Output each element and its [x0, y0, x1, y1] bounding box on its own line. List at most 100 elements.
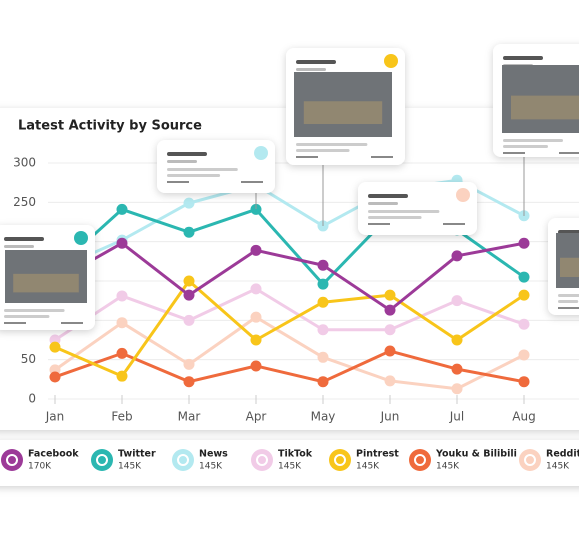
placeholder: [4, 322, 26, 324]
placeholder: [167, 181, 189, 183]
x-tick-label: Feb: [111, 410, 132, 424]
placeholder: [167, 174, 221, 177]
placeholder: [558, 294, 579, 297]
series-line: [54, 315, 525, 391]
data-point: [250, 203, 262, 215]
data-point: [317, 351, 329, 363]
data-point: [384, 375, 396, 387]
data-point: [116, 317, 128, 329]
legend-value: 145K: [436, 462, 460, 472]
legend-icon-glyph: [256, 454, 268, 466]
x-tick-label: Apr: [246, 410, 267, 424]
data-point: [49, 371, 61, 383]
data-point: [518, 289, 530, 301]
data-point: [384, 289, 396, 301]
y-tick-label: 250: [13, 195, 36, 209]
placeholder: [368, 210, 440, 213]
placeholder: [296, 68, 326, 71]
source-icon: [74, 231, 88, 245]
data-point: [183, 314, 195, 326]
placeholder: [368, 216, 422, 219]
x-tick-label: Jan: [45, 410, 65, 424]
data-point: [250, 283, 262, 295]
source-icon: [456, 188, 470, 202]
legend-name: News: [199, 449, 228, 460]
data-point: [250, 360, 262, 372]
placeholder: [559, 152, 579, 154]
placeholder: [503, 139, 563, 142]
legend-icon: [409, 449, 431, 471]
placeholder: [368, 202, 398, 205]
placeholder: [368, 194, 408, 198]
legend-icon-glyph: [6, 454, 18, 466]
data-point: [384, 304, 396, 316]
legend-name: Facebook: [28, 449, 79, 460]
placeholder: [368, 223, 390, 225]
placeholder: [4, 237, 44, 241]
placeholder: [167, 168, 238, 171]
legend-name: Youku & Bilibili: [435, 449, 517, 460]
placeholder: [167, 152, 207, 156]
legend-value: 145K: [278, 462, 302, 472]
placeholder: [296, 156, 318, 158]
placeholder: [559, 307, 579, 309]
data-point: [518, 271, 530, 283]
placeholder: [371, 156, 393, 158]
placeholder: [503, 152, 525, 154]
series-line: [54, 241, 525, 312]
post-image-detail: [303, 101, 383, 124]
legend-icon: [172, 449, 194, 471]
legend-icon: [519, 449, 541, 471]
placeholder: [241, 181, 263, 183]
data-point: [451, 363, 463, 375]
placeholder: [503, 145, 548, 148]
data-point: [451, 250, 463, 262]
placeholder: [443, 223, 465, 225]
legend-icon: [329, 449, 351, 471]
legend-icon-glyph: [414, 454, 426, 466]
y-tick-label: 0: [28, 392, 36, 406]
data-point: [183, 358, 195, 370]
series-line: [54, 178, 525, 272]
placeholder: [167, 160, 197, 163]
data-point: [384, 324, 396, 336]
legend-name: Twitter: [118, 449, 156, 460]
data-point: [317, 324, 329, 336]
legend-icon-glyph: [334, 454, 346, 466]
x-tick-label: May: [311, 410, 336, 424]
placeholder: [296, 149, 350, 152]
legend-name: Pintrest: [356, 449, 399, 460]
legend-icon-glyph: [96, 454, 108, 466]
chart-title: Latest Activity by Source: [18, 119, 202, 134]
x-tick-label: Jun: [380, 410, 400, 424]
x-tick-label: Aug: [512, 410, 535, 424]
legend-name: Reddit: [546, 449, 579, 460]
legend-icon: [91, 449, 113, 471]
legend-value: 145K: [356, 462, 380, 472]
placeholder: [296, 143, 368, 146]
x-tick-label: Mar: [178, 410, 201, 424]
placeholder: [61, 322, 83, 324]
legend-panel: [0, 440, 579, 486]
data-point: [116, 203, 128, 215]
data-point: [116, 347, 128, 359]
placeholder: [558, 230, 579, 234]
data-point: [183, 197, 195, 209]
data-point: [317, 278, 329, 290]
series-line: [54, 279, 525, 378]
legend-value: 145K: [546, 462, 570, 472]
placeholder: [503, 56, 543, 60]
post-image-detail: [511, 95, 579, 120]
post-image-detail: [560, 257, 579, 277]
legend-value: 145K: [118, 462, 142, 472]
legend-value: 145K: [199, 462, 223, 472]
data-point: [250, 311, 262, 323]
data-point: [116, 290, 128, 302]
legend-icon-glyph: [177, 454, 189, 466]
source-icon: [254, 146, 268, 160]
series-line: [54, 287, 525, 342]
data-point: [317, 296, 329, 308]
placeholder: [4, 315, 50, 318]
y-tick-label: 50: [21, 352, 36, 366]
